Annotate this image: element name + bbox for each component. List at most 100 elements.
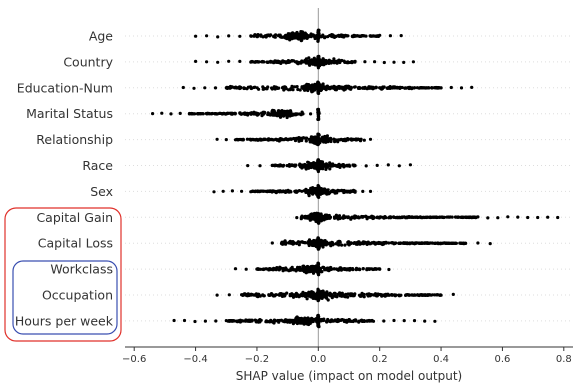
shap-point <box>291 295 296 299</box>
shap-point <box>298 162 302 166</box>
shap-point <box>423 319 427 323</box>
shap-point <box>272 34 276 38</box>
shap-point <box>252 138 256 142</box>
shap-point <box>367 267 371 271</box>
shap-point <box>325 85 329 89</box>
shap-point <box>266 85 270 89</box>
x-axis-title: SHAP value (impact on model output) <box>236 369 463 383</box>
red-highlight-box <box>4 207 122 342</box>
shap-point <box>378 241 382 245</box>
shap-point <box>422 293 426 297</box>
shap-point <box>328 161 332 165</box>
shap-point <box>304 167 308 171</box>
shap-point <box>324 291 328 295</box>
shap-point <box>319 187 323 192</box>
shap-point <box>393 85 397 89</box>
shap-point <box>316 190 321 194</box>
shap-point <box>334 213 338 217</box>
shap-point <box>343 295 348 299</box>
shap-point <box>203 86 207 90</box>
shap-point <box>384 293 388 297</box>
shap-point <box>423 86 427 90</box>
shap-point <box>316 63 320 67</box>
shap-point <box>353 214 357 218</box>
shap-point <box>253 112 257 116</box>
shap-point <box>321 138 325 142</box>
shap-point <box>356 34 360 38</box>
shap-point <box>322 164 326 168</box>
shap-point <box>349 60 354 64</box>
shap-point <box>252 85 256 90</box>
shap-point <box>304 271 308 275</box>
shap-point <box>445 215 449 219</box>
shap-point <box>370 34 374 38</box>
shap-point <box>404 86 408 90</box>
shap-point <box>363 241 367 245</box>
shap-point <box>410 241 414 245</box>
shap-point <box>270 241 274 245</box>
shap-point <box>194 34 198 38</box>
shap-point <box>257 60 261 64</box>
shap-point <box>353 164 357 168</box>
shap-point <box>307 56 311 60</box>
shap-point <box>280 111 284 115</box>
shap-point <box>404 293 408 297</box>
shap-point <box>378 33 382 37</box>
shap-point <box>354 268 358 272</box>
shap-point <box>320 270 324 274</box>
shap-point <box>368 189 373 193</box>
shap-point <box>303 294 308 299</box>
row-guides <box>125 35 573 322</box>
shap-point <box>230 189 234 193</box>
shap-point <box>316 137 320 141</box>
shap-point <box>398 216 403 220</box>
shap-point <box>443 241 448 245</box>
shap-point <box>303 316 307 320</box>
shap-point <box>307 322 311 327</box>
shap-point <box>312 216 316 221</box>
shap-point <box>298 88 302 92</box>
shap-point <box>408 163 412 167</box>
shap-point <box>356 86 360 90</box>
shap-point <box>354 318 358 322</box>
shap-point <box>238 34 242 38</box>
shap-point <box>253 189 257 193</box>
shap-point <box>368 293 373 297</box>
shap-point <box>249 138 253 142</box>
shap-point <box>246 164 250 168</box>
shap-point <box>356 240 361 244</box>
shap-point <box>410 293 414 297</box>
shap-point <box>321 57 325 61</box>
shap-point <box>274 59 279 63</box>
shap-point <box>244 267 248 271</box>
shap-point <box>516 215 520 219</box>
shap-point <box>247 319 251 323</box>
shap-point <box>353 59 357 64</box>
shap-point <box>456 215 460 219</box>
shap-point <box>367 318 371 323</box>
shap-point <box>322 218 326 222</box>
shap-point <box>178 111 182 115</box>
shap-point <box>210 111 215 116</box>
shap-point <box>387 216 391 220</box>
shap-point <box>435 293 439 297</box>
shap-point <box>323 35 327 39</box>
shap-point <box>317 289 321 293</box>
shap-point <box>441 215 445 219</box>
feature-label: Capital Gain <box>36 210 113 225</box>
shap-point <box>335 164 339 168</box>
shap-point <box>449 85 453 90</box>
feature-label: Capital Loss <box>38 236 113 251</box>
shap-point <box>439 86 443 90</box>
shap-point <box>249 292 253 296</box>
shap-point <box>344 85 348 89</box>
shap-point <box>334 138 339 142</box>
shap-point <box>182 318 187 323</box>
shap-point <box>350 292 354 296</box>
shap-point <box>286 110 290 114</box>
shap-point <box>330 85 334 89</box>
shap-point <box>327 293 331 297</box>
shap-point <box>316 159 320 163</box>
shap-point <box>341 34 345 38</box>
shap-point <box>312 34 316 38</box>
